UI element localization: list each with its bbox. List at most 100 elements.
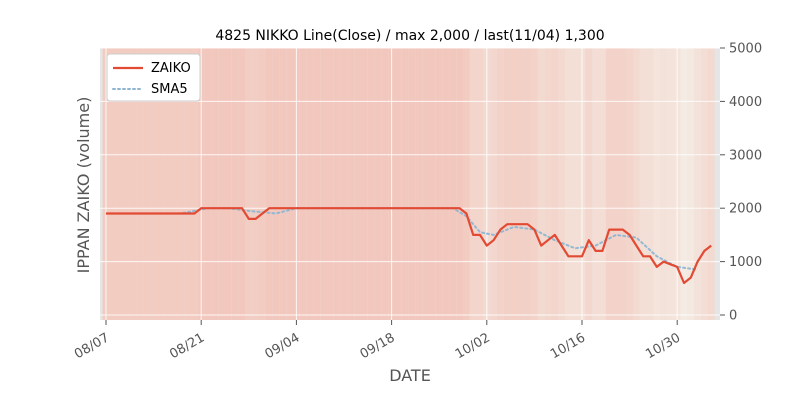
level-band: [544, 48, 552, 320]
level-band: [531, 48, 538, 320]
level-band: [605, 48, 613, 320]
legend-sma5-label: SMA5: [151, 82, 188, 97]
level-band: [408, 48, 416, 320]
y-axis: 0 1000 2000 3000 4000 5000: [720, 42, 762, 324]
level-band: [490, 48, 497, 320]
level-band: [354, 48, 361, 320]
level-band: [333, 48, 341, 320]
level-band: [320, 48, 327, 320]
level-band: [626, 48, 633, 320]
level-band: [177, 48, 185, 320]
level-band: [374, 48, 382, 320]
x-axis: 08/07 08/21 09/04 09/18 10/02 10/16 10/30: [72, 320, 683, 362]
level-band: [272, 48, 280, 320]
level-band: [211, 48, 219, 320]
y-tick-label: 1000: [729, 255, 762, 270]
level-band: [510, 48, 518, 320]
level-band: [517, 48, 525, 320]
level-band: [361, 48, 368, 320]
x-tick-label: 10/16: [548, 330, 588, 362]
legend: ZAIKO SMA5: [106, 53, 201, 102]
level-band: [537, 48, 545, 320]
level-band: [327, 48, 334, 320]
level-band: [265, 48, 273, 320]
y-tick-label: 5000: [729, 42, 762, 57]
y-tick-label: 3000: [729, 148, 762, 163]
level-band: [585, 48, 593, 320]
level-band: [524, 48, 531, 320]
level-band: [245, 48, 253, 320]
level-band: [633, 48, 640, 320]
level-band: [558, 48, 565, 320]
level-band: [456, 48, 463, 320]
level-band: [497, 48, 504, 320]
level-band: [503, 48, 511, 320]
level-band: [442, 48, 450, 320]
level-band: [231, 48, 239, 320]
level-band: [599, 48, 606, 320]
level-band: [170, 48, 178, 320]
level-band: [646, 48, 654, 320]
level-band: [306, 48, 314, 320]
grid-lines: [100, 47, 720, 320]
level-band: [218, 48, 225, 320]
y-tick-label: 2000: [729, 202, 762, 217]
level-band: [463, 48, 470, 320]
level-band: [238, 48, 246, 320]
level-band: [592, 48, 599, 320]
level-band: [225, 48, 232, 320]
zaiko-series-line: [106, 207, 712, 285]
level-band: [381, 48, 389, 320]
chart-title: 4825 NIKKO Line(Close) / max 2,000 / las…: [215, 28, 604, 44]
y-tick-label: 0: [729, 309, 737, 324]
level-band: [163, 48, 171, 320]
level-band: [347, 48, 355, 320]
level-band: [252, 48, 259, 320]
level-band: [367, 48, 375, 320]
level-band: [401, 48, 409, 320]
level-band: [136, 48, 144, 320]
level-band: [429, 48, 436, 320]
legend-zaiko-label: ZAIKO: [151, 61, 191, 76]
level-band: [660, 48, 667, 320]
level-band: [687, 48, 695, 320]
level-band: [313, 48, 321, 320]
level-band: [279, 48, 287, 320]
level-band: [469, 48, 477, 320]
level-band: [116, 48, 123, 320]
level-band: [476, 48, 484, 320]
level-band: [435, 48, 443, 320]
level-band: [653, 48, 661, 320]
level-band: [109, 48, 117, 320]
level-band: [415, 48, 423, 320]
level-band: [191, 48, 198, 320]
level-band: [619, 48, 627, 320]
level-band: [157, 48, 164, 320]
x-tick-label: 08/07: [72, 330, 112, 362]
x-tick-label: 10/30: [643, 330, 683, 362]
level-band: [612, 48, 620, 320]
level-band: [551, 48, 559, 320]
x-axis-title: DATE: [389, 366, 431, 385]
level-band: [680, 48, 688, 320]
level-band: [143, 48, 151, 320]
x-tick-label: 09/04: [262, 330, 302, 362]
level-band: [565, 48, 572, 320]
level-band: [694, 48, 701, 320]
level-band: [286, 48, 293, 320]
level-band: [571, 48, 579, 320]
level-band: [449, 48, 457, 320]
level-band: [707, 48, 715, 320]
plot-area: [100, 47, 720, 320]
x-tick-label: 08/21: [167, 330, 207, 362]
level-band: [129, 48, 137, 320]
level-band: [204, 48, 212, 320]
level-band: [667, 48, 674, 320]
x-tick-label: 09/18: [358, 330, 398, 362]
level-band: [150, 48, 157, 320]
level-band: [340, 48, 348, 320]
level-band: [639, 48, 647, 320]
x-tick-label: 10/02: [453, 330, 493, 362]
level-band: [422, 48, 429, 320]
